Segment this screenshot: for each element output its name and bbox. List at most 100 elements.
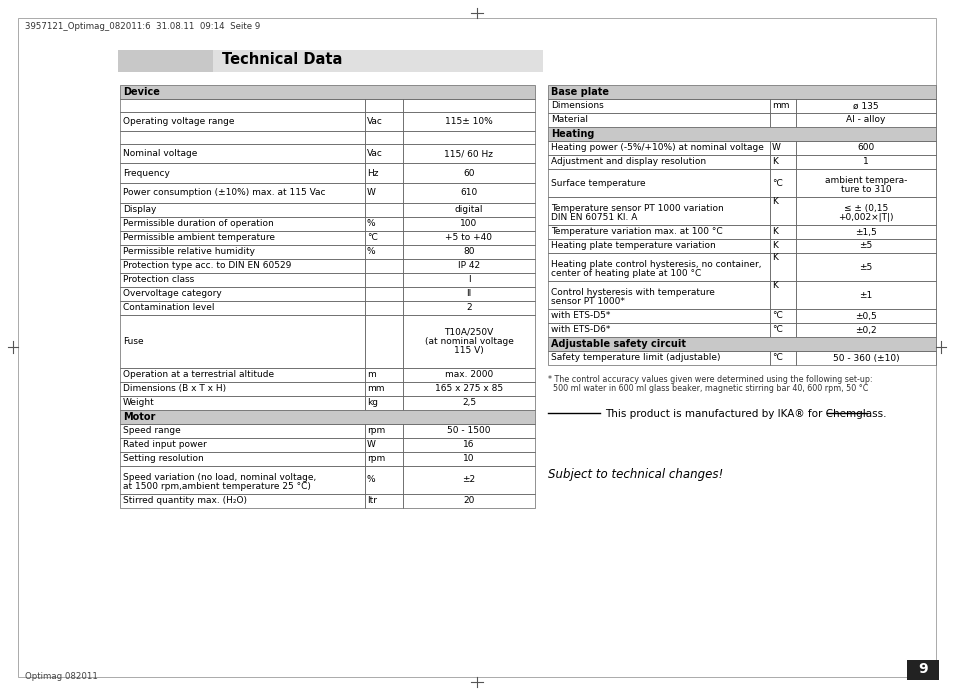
Text: ±0,5: ±0,5 xyxy=(854,311,876,320)
Bar xyxy=(365,217,402,231)
Bar xyxy=(795,225,935,239)
Bar xyxy=(402,286,535,301)
Text: °C: °C xyxy=(771,325,781,334)
Text: Control hysteresis with temperature: Control hysteresis with temperature xyxy=(551,288,714,297)
Bar xyxy=(769,239,795,253)
Bar xyxy=(547,281,769,309)
Text: W: W xyxy=(367,441,375,449)
Bar xyxy=(120,112,365,131)
Bar xyxy=(795,113,935,127)
Text: Optimag 082011: Optimag 082011 xyxy=(25,672,98,681)
Bar xyxy=(547,99,769,113)
Text: ltr: ltr xyxy=(367,496,376,505)
Bar xyxy=(769,351,795,365)
Bar xyxy=(795,155,935,169)
Bar xyxy=(547,85,935,99)
Bar xyxy=(365,99,402,112)
Text: 50 - 1500: 50 - 1500 xyxy=(447,426,490,435)
Bar xyxy=(402,203,535,217)
Bar xyxy=(402,245,535,259)
Text: 1: 1 xyxy=(862,158,868,167)
Text: Power consumption (±10%) max. at 115 Vac: Power consumption (±10%) max. at 115 Vac xyxy=(123,188,325,197)
Bar xyxy=(120,259,365,272)
Text: ±0,2: ±0,2 xyxy=(854,325,876,334)
Bar xyxy=(120,217,365,231)
Bar xyxy=(769,323,795,337)
Bar xyxy=(547,169,769,197)
Bar xyxy=(769,309,795,323)
Bar xyxy=(365,286,402,301)
Text: 100: 100 xyxy=(460,219,477,228)
Bar xyxy=(769,253,795,281)
Bar xyxy=(402,131,535,144)
Bar xyxy=(402,438,535,452)
Text: 115 V): 115 V) xyxy=(454,345,483,354)
Text: Al - alloy: Al - alloy xyxy=(845,115,884,124)
Text: with ETS-D5*: with ETS-D5* xyxy=(551,311,610,320)
Bar xyxy=(213,50,542,72)
Bar xyxy=(547,253,769,281)
Bar xyxy=(795,141,935,155)
Bar xyxy=(120,231,365,245)
Bar xyxy=(769,155,795,169)
Text: Hz: Hz xyxy=(367,169,378,178)
Bar xyxy=(547,197,769,225)
Bar xyxy=(120,203,365,217)
Bar xyxy=(547,337,935,351)
Bar xyxy=(365,382,402,395)
Text: Temperature sensor PT 1000 variation: Temperature sensor PT 1000 variation xyxy=(551,204,723,213)
Text: * The control accuracy values given were determined using the following set-up:: * The control accuracy values given were… xyxy=(547,375,872,384)
Text: 80: 80 xyxy=(463,247,475,256)
Bar xyxy=(547,141,769,155)
Bar xyxy=(120,315,365,368)
Text: Contamination level: Contamination level xyxy=(123,303,214,312)
Text: Heating plate control hysteresis, no container,: Heating plate control hysteresis, no con… xyxy=(551,260,760,269)
Bar xyxy=(402,466,535,494)
Text: Nominal voltage: Nominal voltage xyxy=(123,149,197,158)
Text: 165 x 275 x 85: 165 x 275 x 85 xyxy=(435,384,502,393)
Text: Safety temperature limit (adjustable): Safety temperature limit (adjustable) xyxy=(551,354,720,363)
Bar xyxy=(795,197,935,225)
Bar xyxy=(795,351,935,365)
Text: Speed variation (no load, nominal voltage,: Speed variation (no load, nominal voltag… xyxy=(123,473,315,482)
Bar xyxy=(120,438,365,452)
Bar xyxy=(120,395,365,410)
Text: %: % xyxy=(367,219,375,228)
Text: digital: digital xyxy=(455,205,483,214)
Text: Speed range: Speed range xyxy=(123,426,180,435)
Text: Material: Material xyxy=(551,115,587,124)
Text: ≤ ± (0,15: ≤ ± (0,15 xyxy=(843,204,887,213)
Bar xyxy=(120,368,365,382)
Text: 3957121_Optimag_082011:6  31.08.11  09:14  Seite 9: 3957121_Optimag_082011:6 31.08.11 09:14 … xyxy=(25,22,260,31)
Text: ture to 310: ture to 310 xyxy=(840,186,890,194)
Text: ø 135: ø 135 xyxy=(852,101,878,111)
Bar xyxy=(120,452,365,466)
Text: Vac: Vac xyxy=(367,117,382,126)
Text: °C: °C xyxy=(771,311,781,320)
Bar xyxy=(365,163,402,183)
Text: Technical Data: Technical Data xyxy=(222,52,342,67)
Text: Rated input power: Rated input power xyxy=(123,441,207,449)
Text: with ETS-D6*: with ETS-D6* xyxy=(551,325,610,334)
Text: 500 ml water in 600 ml glass beaker, magnetic stirring bar 40, 600 rpm, 50 °C: 500 ml water in 600 ml glass beaker, mag… xyxy=(547,384,867,393)
Bar xyxy=(402,217,535,231)
Bar xyxy=(795,239,935,253)
Text: +0,002×|T|): +0,002×|T|) xyxy=(838,213,893,222)
Text: 115/ 60 Hz: 115/ 60 Hz xyxy=(444,149,493,158)
Text: 610: 610 xyxy=(460,188,477,197)
Bar xyxy=(795,253,935,281)
Bar xyxy=(365,301,402,315)
Bar xyxy=(120,183,365,203)
Bar xyxy=(365,259,402,272)
Bar xyxy=(402,144,535,163)
Text: (at nominal voltage: (at nominal voltage xyxy=(424,336,513,345)
Text: 600: 600 xyxy=(857,143,874,152)
Bar xyxy=(769,197,795,225)
Text: Display: Display xyxy=(123,205,156,214)
Bar xyxy=(547,155,769,169)
Text: K: K xyxy=(771,158,777,167)
Text: 2,5: 2,5 xyxy=(461,398,476,407)
Text: ±1: ±1 xyxy=(859,291,872,300)
Text: 10: 10 xyxy=(463,455,475,464)
Text: m: m xyxy=(367,370,375,379)
